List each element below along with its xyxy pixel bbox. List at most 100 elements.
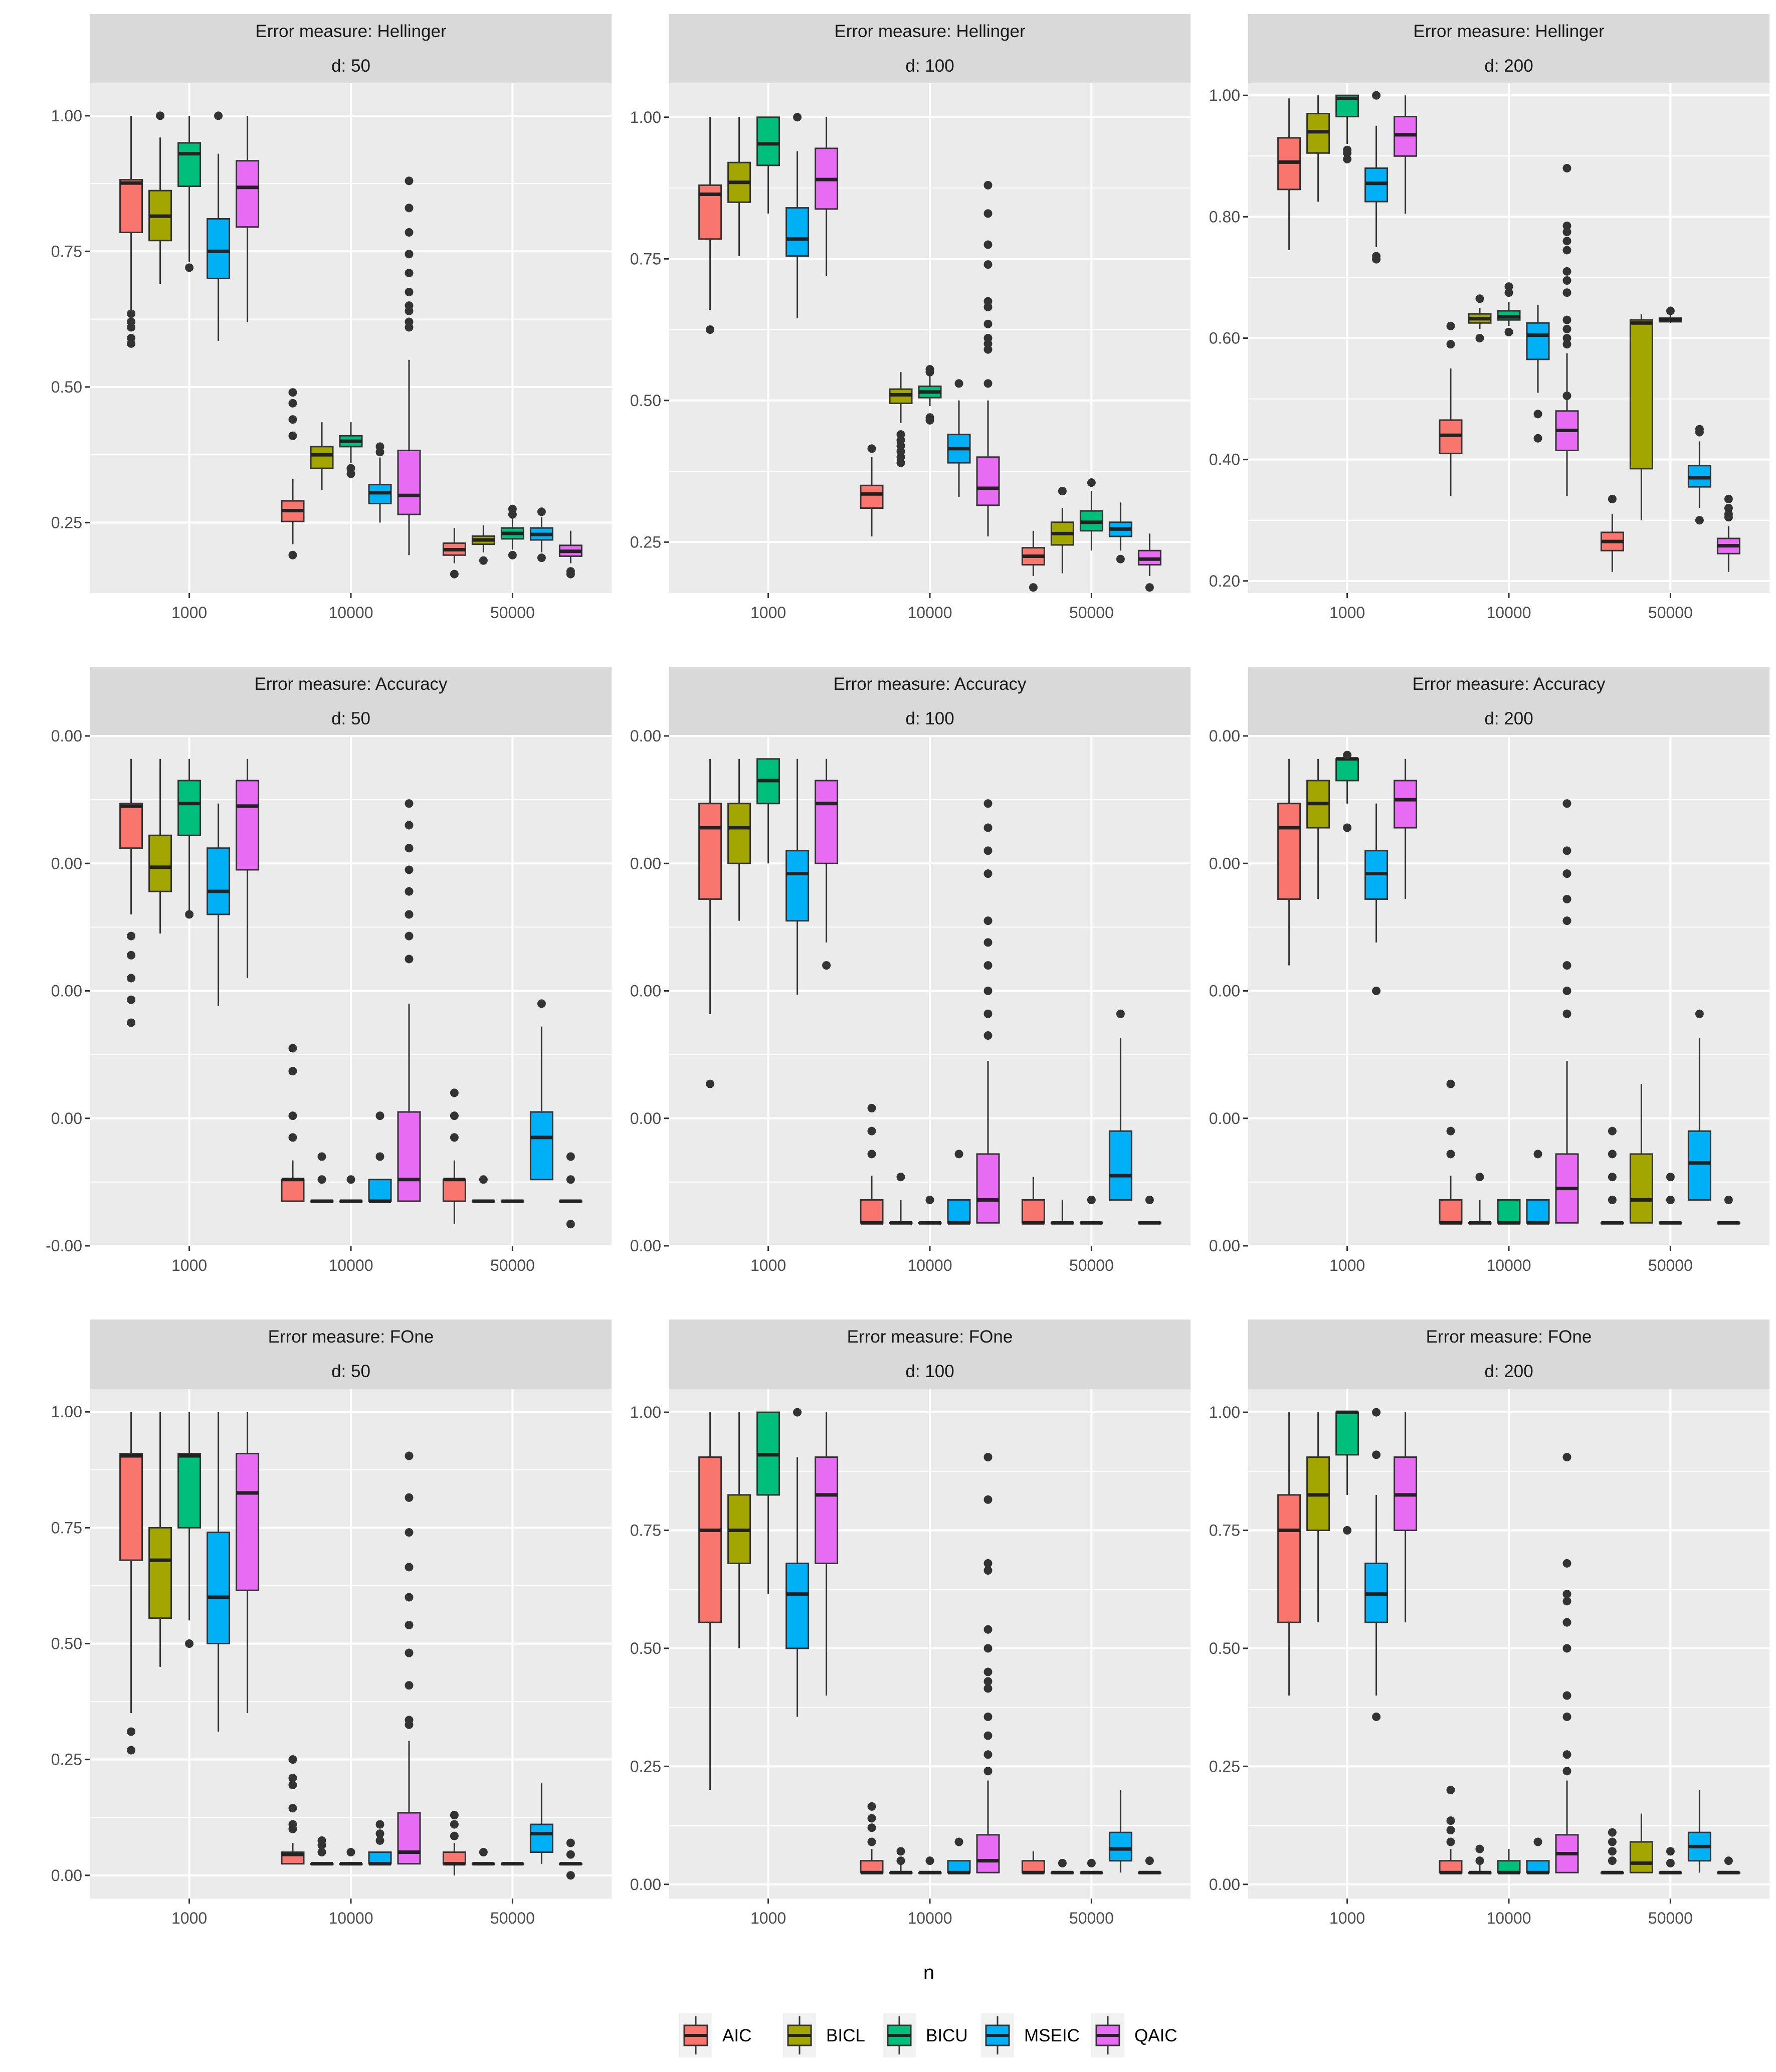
outlier-point: [1116, 1009, 1125, 1018]
outlier-point: [288, 1755, 297, 1764]
box-qaic: [558, 1152, 582, 1229]
x-tick-label: 10000: [1487, 604, 1531, 622]
outlier-point: [1724, 1856, 1733, 1865]
outlier-point: [1562, 246, 1571, 255]
box-mseic: [1108, 502, 1132, 563]
outlier-point: [1145, 1195, 1154, 1204]
legend: AIC BICL BICU MSEIC QAIC: [679, 2013, 1177, 2057]
y-tick-label: 0.00: [630, 854, 661, 872]
outlier-point: [1562, 799, 1571, 808]
outlier-point: [1087, 1858, 1096, 1867]
outlier-point: [1562, 392, 1571, 401]
x-tick-label: 50000: [1648, 1256, 1693, 1274]
box-aic: [860, 1103, 884, 1225]
outlier-point: [983, 319, 993, 328]
facet-strip: [669, 667, 1191, 736]
box-bicu: [1658, 306, 1682, 323]
box-body: [148, 1527, 172, 1619]
box-body: [1335, 758, 1359, 782]
outlier-point: [1724, 494, 1733, 503]
y-tick-label: 0.25: [630, 1757, 661, 1775]
outlier-point: [405, 228, 414, 237]
box-bicu: [177, 115, 202, 272]
box-body: [1629, 319, 1653, 470]
box-bicl: [889, 1847, 913, 1874]
box-aic: [1021, 530, 1045, 592]
box-bicu: [1335, 94, 1359, 163]
outlier-point: [537, 507, 546, 516]
outlier-point: [346, 1175, 355, 1184]
box-body: [860, 1860, 884, 1873]
box-bicu: [918, 365, 942, 425]
box-qaic: [397, 176, 421, 555]
facet-strip-label: Error measure: Hellinger: [834, 22, 1026, 41]
box-bicl: [1050, 487, 1074, 574]
box-body: [1277, 1494, 1301, 1623]
outlier-point: [405, 844, 414, 853]
box-aic: [442, 528, 466, 579]
y-tick-label: 0.00: [1209, 1875, 1240, 1894]
outlier-point: [1608, 1195, 1617, 1204]
legend-label: BICU: [926, 2026, 968, 2045]
outlier-point: [450, 1811, 459, 1820]
facet-strip-label: Error measure: Accuracy: [1412, 674, 1606, 694]
outlier-point: [288, 1111, 297, 1120]
outlier-point: [1475, 294, 1484, 303]
outlier-point: [405, 821, 414, 830]
box-bicu: [756, 116, 780, 214]
outlier-point: [1562, 1009, 1571, 1018]
box-mseic: [947, 1150, 971, 1225]
box-aic: [698, 759, 722, 1088]
outlier-point: [405, 1681, 414, 1690]
box-aic: [442, 1088, 466, 1224]
x-tick-label: 50000: [490, 604, 535, 622]
box-qaic: [1137, 1195, 1161, 1225]
outlier-point: [1562, 1618, 1571, 1627]
outlier-point: [1608, 1126, 1617, 1136]
outlier-point: [1029, 583, 1038, 592]
outlier-point: [1562, 1767, 1571, 1776]
outlier-point: [1504, 288, 1513, 297]
outlier-point: [1608, 1837, 1617, 1846]
facet-panel: Error measure: Hellinger d: 200 0.20 0.40 0.…: [1209, 14, 1769, 622]
outlier-point: [317, 1152, 326, 1161]
box-bicu: [177, 1412, 202, 1648]
outlier-point: [954, 1837, 963, 1846]
box-aic: [119, 1412, 143, 1755]
outlier-point: [983, 823, 993, 832]
facet-strip: [669, 14, 1191, 83]
outlier-point: [288, 399, 297, 408]
y-tick-label: 0.00: [51, 1109, 82, 1127]
box-qaic: [558, 530, 582, 579]
outlier-point: [185, 1639, 194, 1648]
outlier-point: [867, 1103, 876, 1112]
box-bicu: [500, 504, 524, 559]
outlier-point: [983, 1677, 993, 1686]
box-qaic: [815, 117, 839, 276]
box-aic: [442, 1811, 466, 1875]
box-bicu: [500, 1199, 524, 1203]
facet-panel: Error measure: Accuracy d: 100 0.00 0.00 0.0…: [630, 667, 1191, 1274]
box-bicu: [1497, 282, 1521, 336]
outlier-point: [1058, 487, 1067, 496]
outlier-point: [983, 916, 993, 925]
y-tick-label: 0.00: [51, 982, 82, 1000]
outlier-point: [983, 961, 993, 970]
outlier-point: [405, 250, 414, 259]
y-tick-label: 0.20: [1209, 572, 1240, 590]
box-body: [727, 803, 751, 864]
box-qaic: [1555, 1453, 1579, 1873]
outlier-point: [537, 553, 546, 562]
y-tick-label: 0.50: [630, 1639, 661, 1657]
outlier-point: [1608, 1173, 1617, 1182]
box-bicl: [1050, 1200, 1074, 1225]
outlier-point: [288, 1067, 297, 1076]
outlier-point: [1562, 334, 1571, 342]
x-tick-label: 1000: [1329, 1909, 1365, 1927]
box-bicu: [1658, 1173, 1682, 1225]
box-qaic: [1555, 799, 1579, 1224]
outlier-point: [925, 367, 934, 376]
facet-strip: [90, 14, 612, 83]
box-bicu: [1497, 1849, 1521, 1874]
box-body: [976, 1153, 1000, 1224]
